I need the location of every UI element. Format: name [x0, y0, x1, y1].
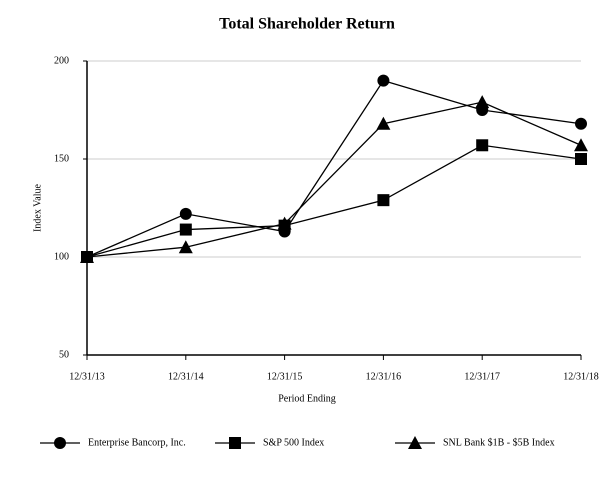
legend-marker [229, 437, 241, 449]
x-tick-label: 12/31/16 [366, 371, 402, 382]
y-tick-label: 100 [54, 251, 69, 262]
series-line [86, 101, 582, 258]
legend-marker [408, 436, 422, 449]
legend-marker [54, 437, 66, 449]
data-point [377, 74, 390, 87]
x-tick-label: 12/31/18 [563, 371, 599, 382]
x-tick-label: 12/31/14 [168, 371, 204, 382]
chart-title: Total Shareholder Return [219, 16, 395, 33]
data-point [178, 240, 193, 254]
data-point [179, 207, 192, 220]
data-point [476, 139, 489, 152]
y-tick-label: 200 [54, 55, 69, 66]
data-point [475, 95, 490, 109]
x-tick-label: 12/31/17 [464, 371, 500, 382]
y-axis-label: Index Value [32, 184, 43, 232]
legend-label: Enterprise Bancorp, Inc. [88, 437, 186, 448]
series-line [86, 144, 582, 258]
data-point [574, 138, 588, 152]
x-tick-label: 12/31/13 [69, 371, 105, 382]
series-line [86, 79, 582, 258]
legend-label: S&P 500 Index [263, 437, 324, 448]
y-tick-label: 150 [54, 153, 69, 164]
data-point [179, 223, 192, 236]
data-point [376, 116, 391, 130]
data-point [277, 216, 292, 230]
legend-label: SNL Bank $1B - $5B Index [443, 437, 555, 448]
x-tick-label: 12/31/15 [267, 371, 303, 382]
x-axis-label: Period Ending [278, 393, 336, 404]
data-point [377, 194, 390, 207]
data-point [80, 250, 94, 263]
y-tick-label: 50 [59, 349, 69, 360]
data-point [575, 117, 587, 130]
data-point [575, 153, 587, 165]
